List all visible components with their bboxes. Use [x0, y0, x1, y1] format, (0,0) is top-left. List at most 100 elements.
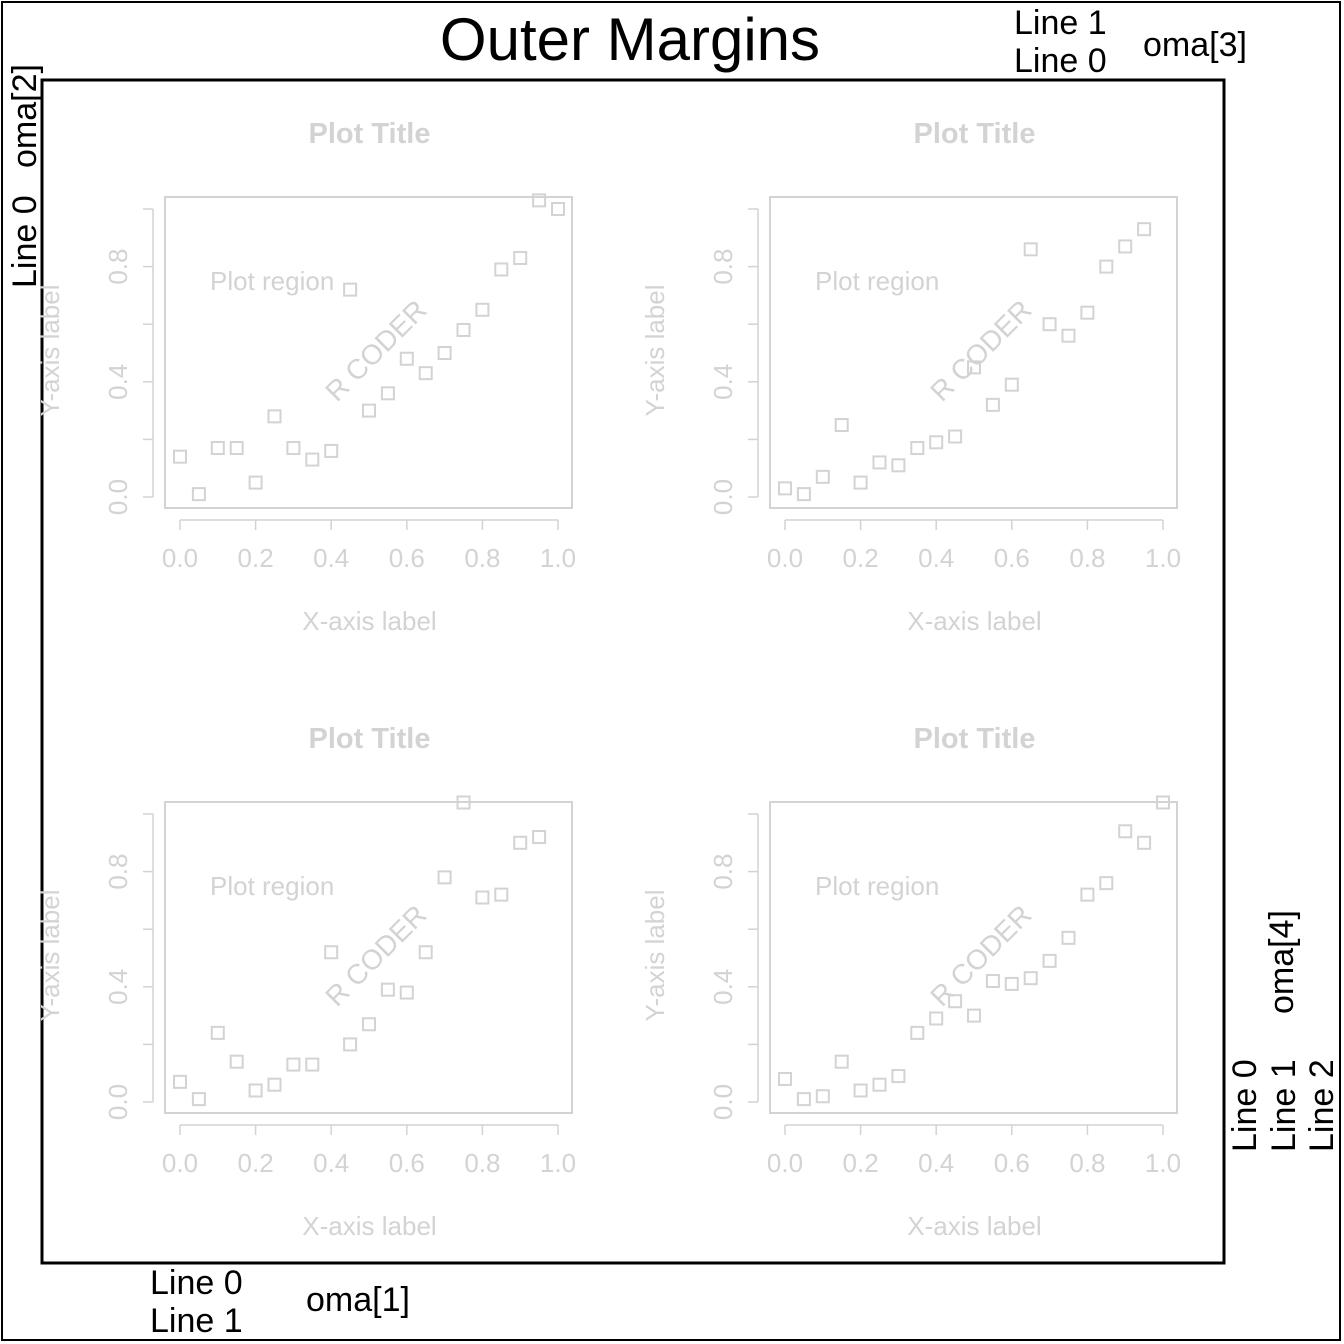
inner-region-box: [40, 78, 1226, 1265]
y-tick-label: 0.8: [103, 854, 133, 890]
y-tick-label: 0.4: [708, 364, 738, 400]
data-point: [380, 386, 395, 401]
plot-box: [769, 196, 1178, 509]
data-point: [456, 322, 471, 337]
data-point: [343, 1037, 358, 1052]
x-tick-label: 0.0: [162, 1148, 198, 1178]
data-point: [1004, 976, 1019, 991]
data-point: [267, 1077, 282, 1092]
x-tick-label: 0.0: [767, 543, 803, 573]
data-point: [494, 887, 509, 902]
data-point: [173, 1074, 187, 1089]
y-tick-label: 0.0: [103, 479, 133, 515]
data-point: [305, 1057, 320, 1072]
x-tick-label: 0.6: [389, 1148, 425, 1178]
plot-box: [164, 801, 573, 1114]
plot-region-label: Plot region: [210, 266, 334, 296]
data-point: [305, 452, 320, 467]
data-point: [343, 282, 358, 297]
x-tick-label: 0.0: [162, 543, 198, 573]
data-point: [1023, 242, 1038, 257]
oma4-line1: Line 1: [1265, 1059, 1303, 1152]
data-point: [1004, 377, 1019, 392]
data-point: [475, 302, 490, 317]
y-tick-label: 0.8: [708, 854, 738, 890]
plot-box: [769, 801, 1178, 1114]
data-point: [985, 974, 1000, 989]
x-axis-label: X-axis label: [907, 1211, 1041, 1241]
data-point: [399, 985, 414, 1000]
data-point: [191, 1092, 206, 1107]
data-point: [985, 397, 1000, 412]
x-tick-label: 0.4: [918, 543, 954, 573]
data-point: [551, 202, 565, 216]
data-point: [967, 1008, 981, 1023]
x-tick-label: 0.2: [238, 543, 274, 573]
data-point: [796, 1092, 811, 1107]
data-point: [362, 403, 376, 418]
x-tick-label: 0.2: [843, 1148, 879, 1178]
x-tick-label: 0.0: [767, 1148, 803, 1178]
data-point: [248, 1083, 263, 1098]
data-point: [475, 890, 490, 905]
x-tick-label: 0.6: [994, 543, 1030, 573]
data-point: [1061, 328, 1076, 343]
data-point: [778, 481, 792, 496]
y-tick-label: 0.8: [103, 249, 133, 285]
plot-region-label: Plot region: [815, 266, 939, 296]
data-point: [191, 487, 206, 502]
data-point: [872, 1077, 887, 1092]
data-point: [1099, 259, 1114, 274]
oma3-line0: Line 0: [1014, 42, 1107, 80]
oma2-line0: Line 0: [6, 195, 44, 288]
plot-title: Plot Title: [309, 723, 431, 755]
y-tick-label: 0.0: [103, 1084, 133, 1120]
y-tick-label: 0.8: [708, 249, 738, 285]
data-point: [891, 458, 906, 473]
data-point: [248, 475, 263, 490]
plot-region-label: Plot region: [815, 871, 939, 901]
data-point: [929, 435, 944, 450]
data-point: [173, 449, 187, 464]
x-tick-label: 0.4: [918, 1148, 954, 1178]
data-point: [513, 835, 528, 850]
y-tick-label: 0.4: [708, 969, 738, 1005]
oma4-line0: Line 0: [1226, 1059, 1264, 1152]
plot-title: Plot Title: [309, 118, 431, 150]
data-point: [853, 475, 868, 490]
data-point: [1042, 317, 1057, 332]
data-point: [456, 795, 471, 810]
data-point: [399, 351, 414, 366]
data-point: [948, 429, 963, 444]
oma4-label: oma[4]: [1263, 910, 1301, 1014]
data-point: [929, 1011, 944, 1026]
y-axis-label: Y-axis label: [35, 284, 65, 416]
data-point: [1156, 795, 1170, 810]
data-point: [513, 250, 528, 265]
y-axis-label: Y-axis label: [640, 889, 670, 1021]
x-tick-label: 1.0: [540, 1148, 576, 1178]
x-tick-label: 0.8: [1069, 543, 1105, 573]
data-point: [910, 1025, 925, 1040]
data-point: [1080, 305, 1095, 320]
plot-region-label: Plot region: [210, 871, 334, 901]
x-tick-label: 0.8: [1069, 1148, 1105, 1178]
x-tick-label: 0.6: [389, 543, 425, 573]
plot-title: Plot Title: [914, 118, 1036, 150]
x-tick-label: 1.0: [540, 543, 576, 573]
data-point: [437, 870, 452, 885]
x-tick-label: 0.8: [464, 1148, 500, 1178]
data-point: [778, 1071, 792, 1086]
data-point: [1061, 930, 1076, 945]
data-point: [380, 982, 395, 997]
data-point: [853, 1083, 868, 1098]
x-tick-label: 1.0: [1145, 1148, 1181, 1178]
scatter-panel-3: 0.0 0.2 0.4 0.6 0.8 1.0 0.0 0.4 0.8 Plot Title X-a…: [35, 723, 576, 1241]
data-point: [1080, 887, 1095, 902]
oma1-line1: Line 1: [150, 1302, 243, 1340]
data-point: [286, 441, 301, 456]
data-point: [532, 193, 547, 208]
oma2-label: oma[2]: [6, 64, 44, 168]
data-point: [437, 346, 452, 360]
